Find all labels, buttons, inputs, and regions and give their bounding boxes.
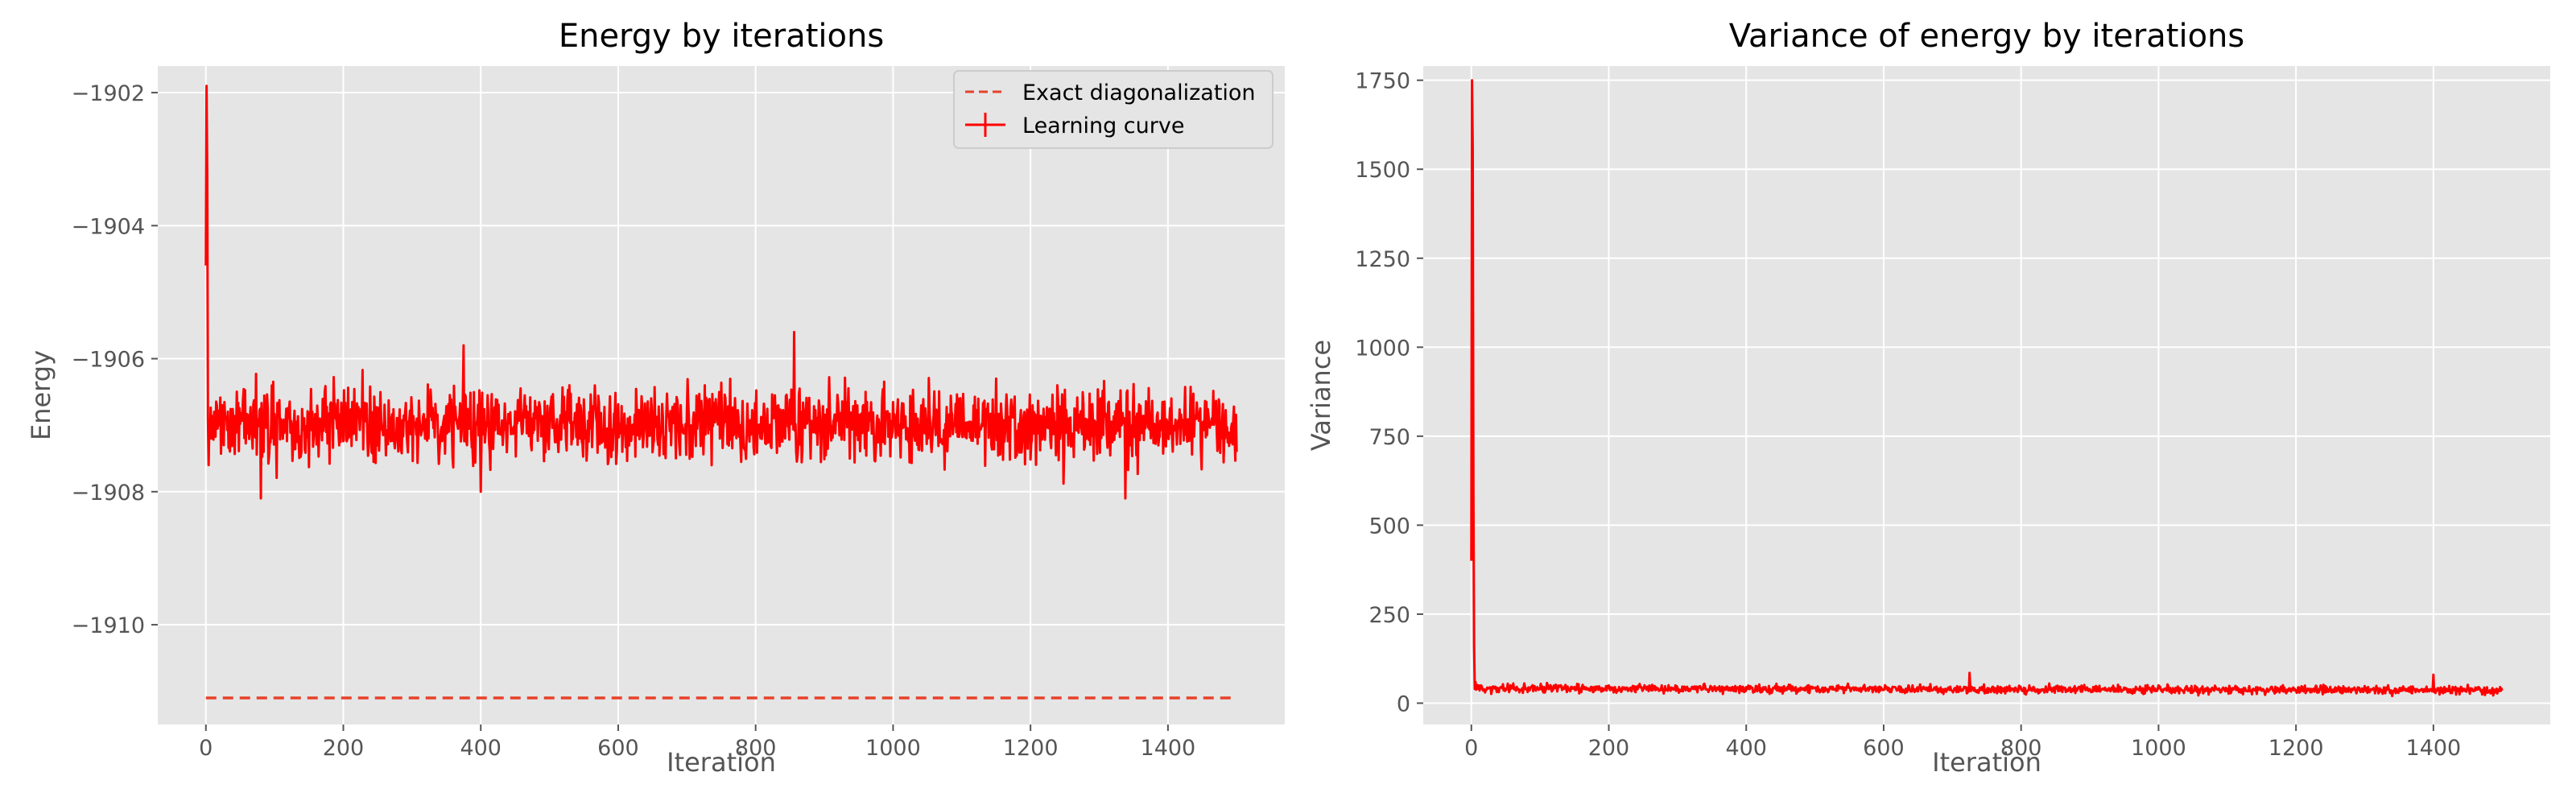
energy-legend: Exact diagonalization Learning curve: [953, 70, 1274, 149]
x-tick-label: 1000: [2131, 736, 2186, 761]
x-tick-label: 0: [199, 736, 213, 761]
x-tick-label: 600: [1863, 736, 1905, 761]
x-tick-label: 600: [597, 736, 639, 761]
legend-exact-diagonalization-label: Exact diagonalization: [1022, 80, 1256, 105]
x-tick-label: 1400: [2406, 736, 2462, 761]
series-learning-curve-line: [204, 85, 1238, 500]
variance-grid: [1423, 66, 2550, 724]
legend-box: [953, 70, 1274, 149]
y-tick-label: 1750: [1355, 69, 1410, 94]
variance-x-ticks: 0 200 400 600 800 1000 1200 1400: [1464, 724, 2461, 761]
energy-x-axis-label: Iteration: [667, 747, 776, 778]
y-tick-label: 500: [1368, 514, 1410, 539]
y-tick-label: −1904: [72, 214, 145, 239]
y-tick-label: 1500: [1355, 158, 1410, 183]
energy-chart: 0 200 400 600 800 1000 1200 1400 −1910 −1908 −190…: [26, 18, 1285, 778]
y-tick-label: 1000: [1355, 336, 1410, 361]
y-tick-label: −1906: [72, 348, 145, 373]
energy-plot-lines: [204, 85, 1238, 700]
x-tick-label: 200: [323, 736, 365, 761]
y-tick-label: 750: [1368, 425, 1410, 450]
x-tick-label: 1400: [1141, 736, 1196, 761]
y-tick-label: −1910: [72, 613, 145, 638]
y-tick-label: 1250: [1355, 247, 1410, 272]
legend-learning-curve-label: Learning curve: [1022, 114, 1184, 138]
variance-plot-area: [1423, 66, 2550, 724]
variance-y-axis-label: Variance: [1306, 340, 1336, 451]
x-tick-label: 1000: [865, 736, 921, 761]
x-tick-label: 800: [2000, 736, 2042, 761]
y-tick-label: −1908: [72, 481, 145, 506]
x-tick-label: 1200: [1003, 736, 1059, 761]
variance-x-axis-label: Iteration: [1932, 747, 2041, 778]
x-tick-label: 0: [1464, 736, 1478, 761]
x-tick-label: 200: [1588, 736, 1630, 761]
energy-x-ticks: 0 200 400 600 800 1000 1200 1400: [199, 724, 1195, 761]
energy-chart-title: Energy by iterations: [559, 18, 884, 55]
x-tick-label: 400: [460, 736, 502, 761]
x-tick-label: 1200: [2268, 736, 2324, 761]
series-variance-line: [1470, 79, 2504, 698]
y-tick-label: 250: [1368, 603, 1410, 628]
y-tick-label: 0: [1397, 691, 1410, 716]
y-tick-label: −1902: [72, 81, 145, 106]
x-tick-label: 800: [735, 736, 777, 761]
energy-y-axis-label: Energy: [26, 350, 56, 440]
variance-chart: 0 200 400 600 800 1000 1200 1400 0 250 500 750 1000…: [1306, 18, 2550, 778]
variance-chart-title: Variance of energy by iterations: [1729, 18, 2244, 55]
variance-y-ticks: 0 250 500 750 1000 1250 1500 1750: [1355, 69, 1423, 716]
energy-y-ticks: −1910 −1908 −1906 −1904 −1902: [72, 81, 158, 638]
variance-plot-lines: [1470, 79, 2504, 698]
x-tick-label: 400: [1725, 736, 1767, 761]
